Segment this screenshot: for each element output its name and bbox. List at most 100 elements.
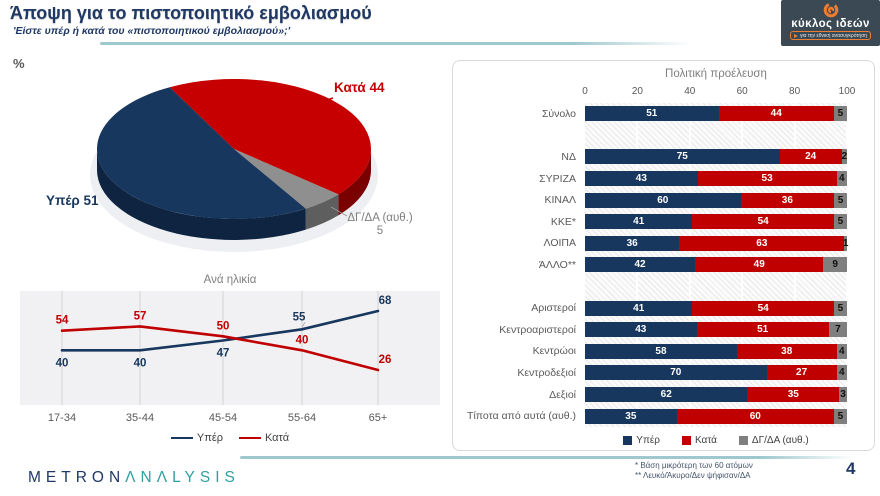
political-panel: Πολιτική προέλευση 0 20 40 60 80 100 Σύνολο 51… [452,60,875,451]
bar-segment-dgda: 3 [839,387,847,403]
legend-item-kata: Κατά [682,435,717,446]
bar-segment-dgda: 5 [833,408,847,424]
bar-track: 70 27 4 [585,365,847,381]
bar-row-label: Κεντρώοι [532,345,576,358]
bar-segment-dgda: 9 [823,257,847,273]
bar-row-label: ΆΛΛΟ** [538,258,576,271]
bar-segment-kata: 36 [740,192,835,208]
pie-label-kata: Κατά 44 [334,80,385,95]
bar-segment-yper: 41 [585,300,693,316]
age-chart-legend: Υπέρ Κατά [20,432,440,444]
bar-segment-kata: 53 [697,171,837,187]
bar-track: 75 24 2 [585,149,847,165]
bar-row-spacer [453,125,847,147]
bar-segment-yper: 43 [585,322,697,338]
legend-item-yper: Υπέρ [623,435,660,446]
tagline-triangle-icon [793,33,798,38]
bar-row-label: ΚΚΕ* [550,215,576,228]
legend-line-swatch [170,436,193,440]
x-tick-60: 60 [736,86,748,97]
page-subtitle: 'Είστε υπέρ ή κατά του «πιστοποιητικού ε… [13,25,291,37]
bar-row: ΝΔ 75 24 2 [453,146,847,168]
bar-segment-yper: 58 [585,343,737,359]
bar-row-label: ΣΥΡΙΖΑ [539,172,576,185]
pie-slice-Υπέρ [96,87,306,220]
age-category-label: 65+ [368,412,388,424]
bar-segment-dgda: 4 [836,171,847,187]
political-chart-title: Πολιτική προέλευση [665,68,767,80]
page-number: 4 [846,459,856,478]
bar-segment-kata: 63 [679,235,845,251]
pie-label-dgda-text: ΔΓ/ΔΑ (αυθ.) [347,212,413,224]
line-value-label: 47 [217,347,230,359]
opinion-pie-chart [90,78,378,252]
logo-name: κύκλος ιδεών [791,18,870,30]
bar-segment-kata: 54 [692,300,834,316]
kyklos-ideon-logo: κύκλος ιδεών για την εθνική ανασυγκρότησ… [781,0,880,46]
bar-row-label: Δεξιοί [549,388,576,401]
bar-row: Αριστεροί 41 54 5 [453,297,847,319]
legend-square-swatch [682,436,691,445]
bar-track: 51 44 5 [585,106,847,122]
metron-analysis-logo: METRONΛNΛLYSIS [28,469,240,487]
line-value-label: 57 [134,310,147,322]
bar-track: 36 63 1 [585,235,848,251]
pie-label-yper: Υπέρ 51 [46,193,99,208]
bar-segment-kata: 51 [696,322,829,338]
pie-slice-side-ΔΓ/ΔΑ (αυθ.) [305,194,339,230]
x-tick-20: 20 [631,86,643,97]
legend-label: Υπέρ [196,432,223,444]
age-category-label: 45-54 [208,412,238,424]
pie-label-dgda: ΔΓ/ΔΑ (αυθ.) 5 [328,212,432,238]
label-leader [301,321,306,328]
line-plot-bg [20,291,440,405]
bar-segment-kata: 24 [779,149,842,165]
age-category-label: 55-64 [287,412,317,424]
legend-item-dgda: ΔΓ/ΔΑ (αυθ.) [738,435,809,446]
bar-track: 43 53 4 [585,171,847,187]
bar-row-label: Κεντροδεξιοί [517,366,576,379]
line-series-Κατά [60,325,380,372]
bar-segment-kata: 27 [766,365,837,381]
pie-leader-dgda [330,206,348,217]
bar-row: Δεξιοί 62 35 3 [453,384,847,406]
bar-segment-kata: 54 [692,214,834,230]
bar-segment-yper: 43 [585,171,698,187]
footnotes: * Βάση μικρότερη των 60 ατόμων ** Λευκό/… [635,461,753,481]
bar-row: ΛΟΙΠΑ 36 63 1 [453,233,848,255]
legend-item-Κατά: Κατά [238,432,289,444]
bar-segment-yper: 62 [585,387,748,403]
kyklos-circle-icon [823,2,839,18]
bar-segment-dgda: 4 [836,365,847,381]
legend-item-Υπέρ: Υπέρ [170,432,223,444]
x-tick-100: 100 [838,86,856,97]
bar-segment-kata: 49 [695,257,824,273]
bar-row: Κεντροδεξιοί 70 27 4 [453,362,847,384]
x-tick-40: 40 [684,86,696,97]
bar-track: 35 60 5 [585,408,847,424]
legend-square-swatch [738,436,748,445]
pie-leader-kata [310,97,334,106]
bar-segment-yper: 60 [585,192,741,208]
bar-segment-kata: 60 [676,408,834,424]
legend-line-swatch [238,436,261,440]
bar-segment-kata: 35 [747,387,840,403]
legend-label: Κατά [695,435,717,446]
pie-label-dgda-value: 5 [376,225,384,237]
line-series-Υπέρ [60,309,380,352]
bar-segment-yper: 51 [585,106,719,122]
age-category-label: 17-34 [47,412,77,424]
footnote-blank: ** Λευκό/Άκυρο/Δεν ψήφισαν/ΔΑ [635,471,751,480]
bar-segment-dgda: 5 [833,300,847,316]
line-value-label: 40 [296,334,309,346]
footnote-base: * Βάση μικρότερη των 60 ατόμων [635,461,753,470]
political-chart-legend: Υπέρ Κατά ΔΓ/ΔΑ (αυθ.) [579,435,853,446]
bar-track: 41 54 5 [585,214,847,230]
legend-label: Υπέρ [636,435,660,446]
bar-segment-dgda: 5 [833,106,847,122]
unit-label: % [13,56,25,71]
bar-segment-kata: 38 [736,343,837,359]
bar-segment-dgda: 5 [834,192,847,208]
line-value-label: 26 [379,354,392,366]
bar-row-label: ΚΙΝΑΛ [544,194,576,207]
